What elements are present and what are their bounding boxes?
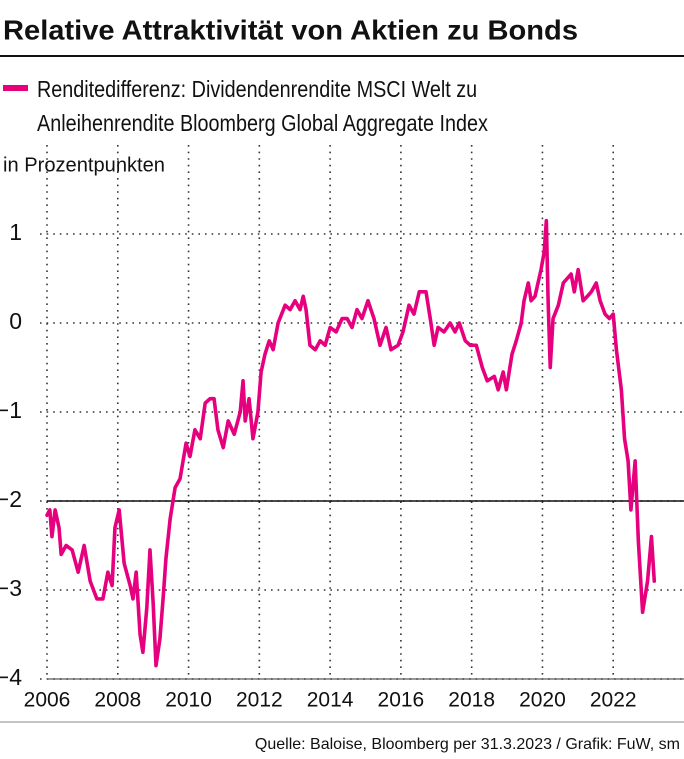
x-tick-label: 2022 bbox=[590, 689, 637, 712]
x-tick-label: 2016 bbox=[378, 689, 425, 712]
y-tick-label: −2 bbox=[0, 486, 22, 512]
chart-title: Relative Attraktivität von Aktien zu Bon… bbox=[3, 14, 578, 45]
y-tick-label: −3 bbox=[0, 575, 22, 601]
y-tick-label: 1 bbox=[9, 219, 22, 245]
y-tick-label: −1 bbox=[0, 397, 22, 423]
y-tick-label: −4 bbox=[0, 664, 22, 690]
x-tick-label: 2014 bbox=[307, 689, 354, 712]
x-tick-label: 2008 bbox=[94, 689, 141, 712]
y-axis-label: in Prozentpunkten bbox=[3, 154, 165, 176]
series-line bbox=[45, 218, 657, 668]
x-tick-label: 2018 bbox=[448, 689, 495, 712]
x-tick-label: 2010 bbox=[165, 689, 212, 712]
legend-label: Renditedifferenz: Dividendenrendite MSCI… bbox=[37, 76, 488, 136]
source: Quelle: Baloise, Bloomberg per 31.3.2023… bbox=[255, 736, 680, 753]
x-tick-label: 2006 bbox=[24, 689, 71, 712]
y-tick-label: 0 bbox=[9, 308, 22, 334]
x-tick-label: 2020 bbox=[519, 689, 566, 712]
x-tick-label: 2012 bbox=[236, 689, 283, 712]
